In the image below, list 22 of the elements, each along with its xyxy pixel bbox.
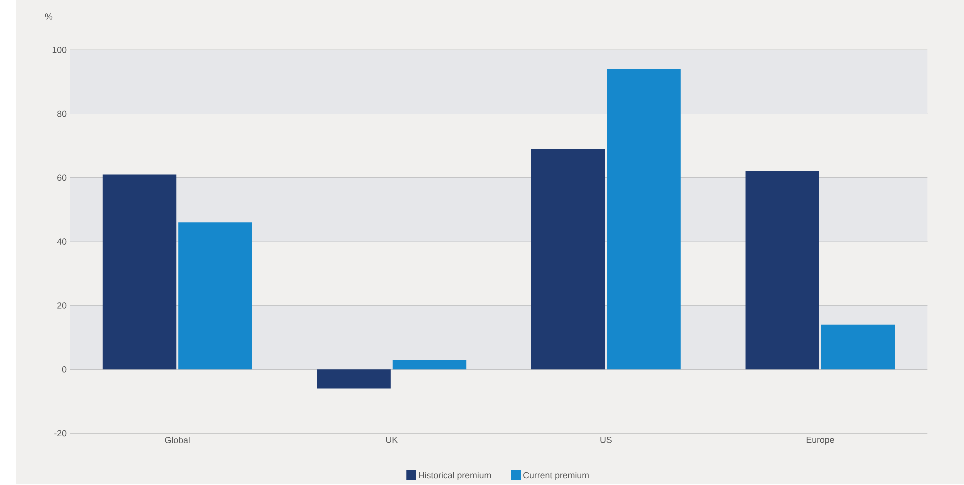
y-tick-label: 40 xyxy=(57,238,67,246)
x-tick-label: Europe xyxy=(806,437,834,446)
bar xyxy=(821,325,896,370)
bar xyxy=(102,174,177,370)
bar xyxy=(746,172,820,370)
bar xyxy=(317,370,391,389)
bar xyxy=(531,149,606,370)
y-tick-label: 60 xyxy=(58,174,67,182)
bar xyxy=(607,69,681,370)
legend-label: Current premium xyxy=(524,472,589,481)
x-tick-label: US xyxy=(600,437,612,444)
x-tick-label: UK xyxy=(386,437,398,444)
y-tick-label: 20 xyxy=(58,302,67,310)
bar xyxy=(178,222,252,370)
y-tick-label: 100 xyxy=(52,47,67,54)
x-tick-label: Global xyxy=(165,437,190,444)
y-axis-title: % xyxy=(45,14,53,20)
y-tick-label: -20 xyxy=(54,430,67,437)
y-tick-label: 0 xyxy=(62,366,67,373)
y-tick-label: 80 xyxy=(58,111,67,118)
legend-label: Historical premium xyxy=(419,472,492,481)
bar xyxy=(392,360,467,370)
